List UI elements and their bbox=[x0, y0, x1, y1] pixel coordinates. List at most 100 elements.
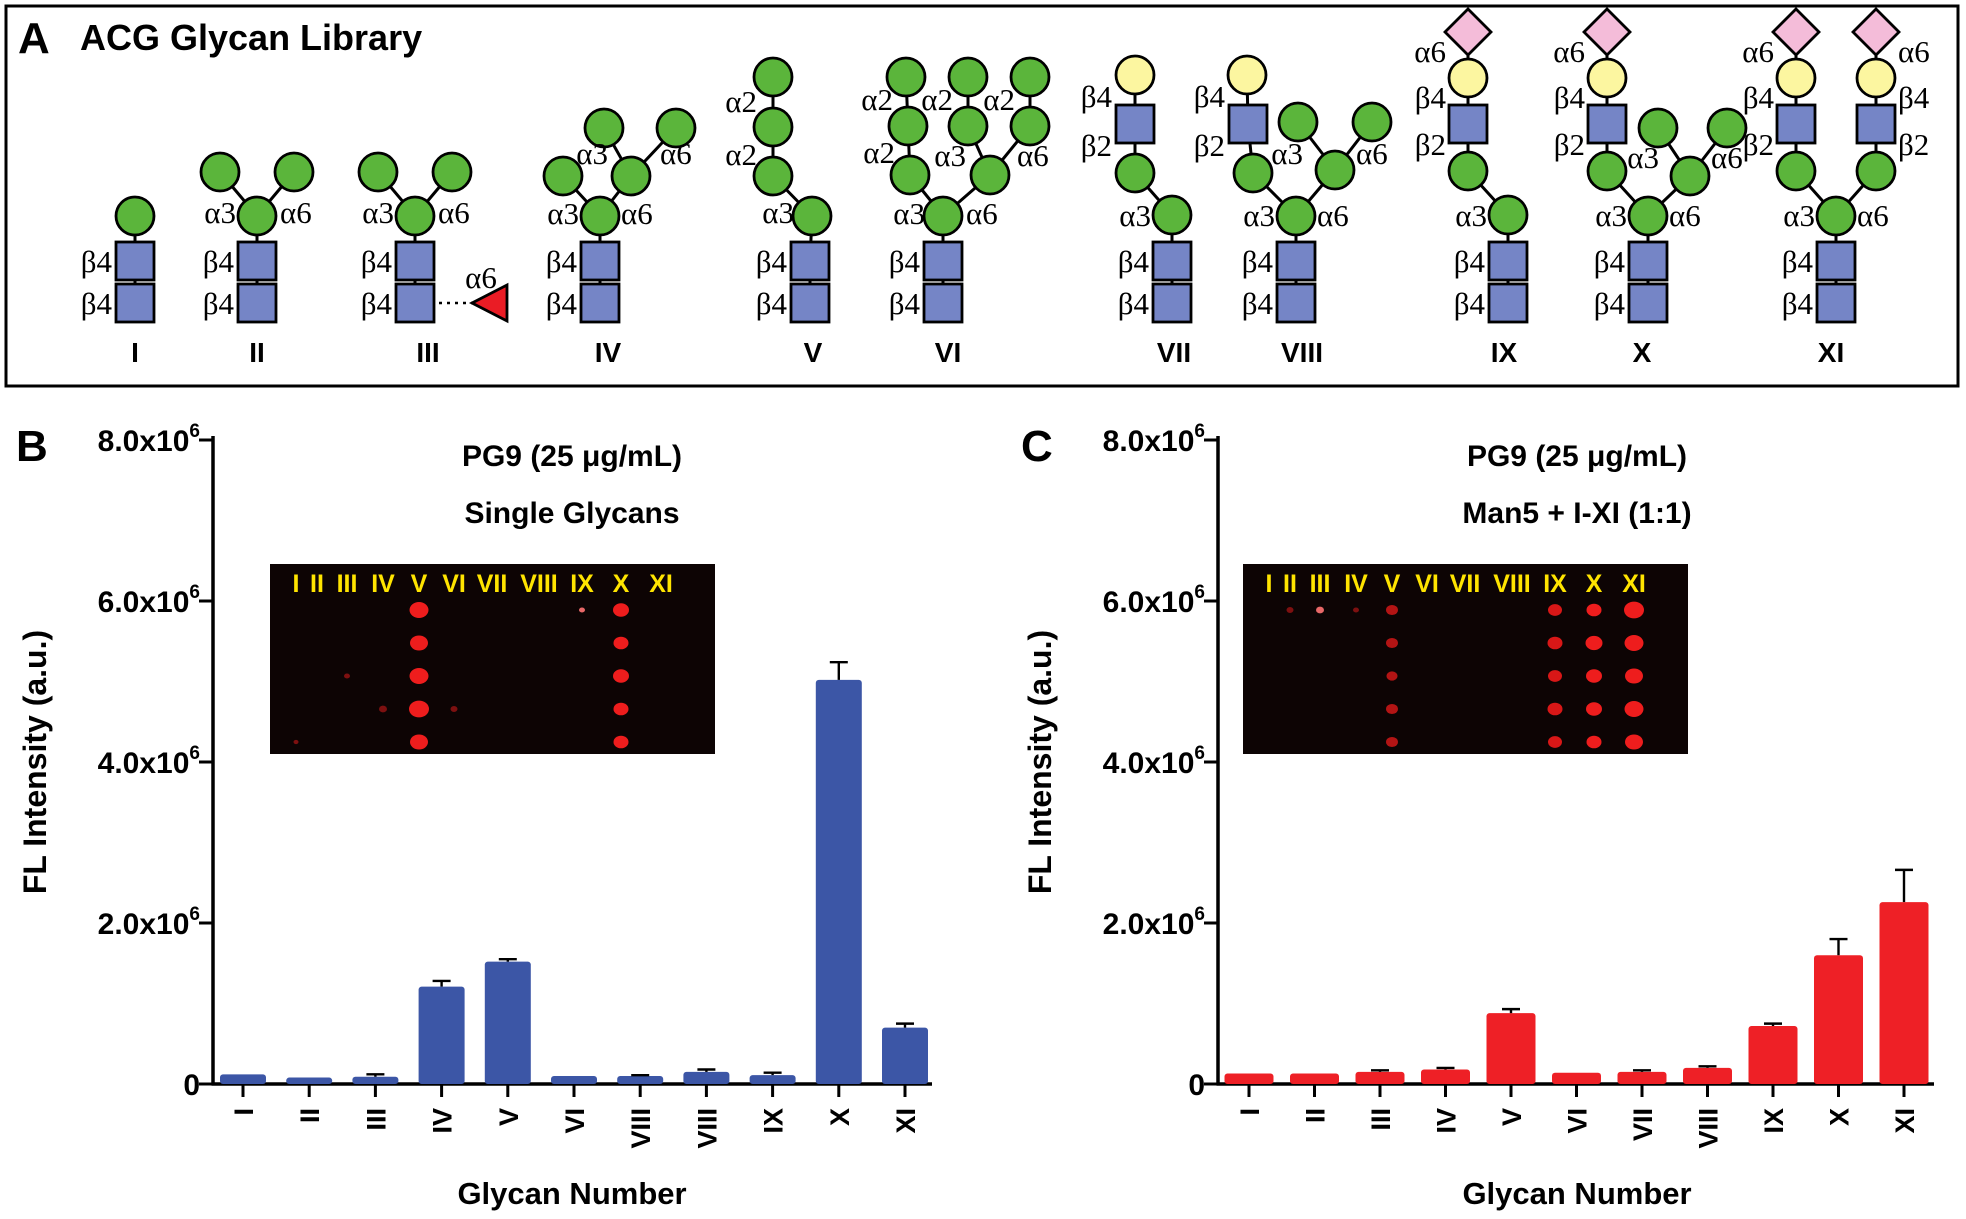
inset-column-label: IV bbox=[371, 570, 395, 598]
linkage-label: α6 bbox=[465, 260, 497, 295]
glcnac-icon bbox=[114, 282, 156, 324]
linkage-label: α6 bbox=[1414, 34, 1446, 69]
linkage-label: α6 bbox=[1317, 198, 1349, 233]
linkage-label: β4 bbox=[1782, 286, 1814, 321]
linkage-label: α6 bbox=[1356, 136, 1388, 171]
bar-X bbox=[815, 679, 862, 1084]
bar-IX bbox=[749, 1075, 796, 1084]
linkage-label: β4 bbox=[1782, 244, 1814, 279]
bar-V bbox=[484, 961, 531, 1084]
glcnac-icon bbox=[1151, 282, 1193, 324]
linkage-label: β4 bbox=[889, 286, 921, 321]
mannose-icon bbox=[1627, 195, 1669, 237]
glcnac-icon bbox=[1586, 103, 1628, 145]
linkage-label: α6 bbox=[1898, 34, 1930, 69]
bar-IX bbox=[1748, 1026, 1798, 1084]
microarray-image bbox=[270, 564, 715, 754]
glycan-numeral: VI bbox=[935, 337, 961, 368]
glcnac-icon bbox=[579, 282, 621, 324]
glcnac-icon bbox=[1227, 103, 1269, 145]
inset-column-label: X bbox=[1586, 570, 1603, 598]
inset-column-label: VI bbox=[1415, 570, 1439, 598]
panel-b-title: PG9 (25 μg/mL) bbox=[461, 440, 683, 473]
x-tick-label: I bbox=[229, 1108, 259, 1116]
microarray-spot bbox=[409, 668, 429, 684]
inset-column-label: XI bbox=[1622, 570, 1646, 598]
x-tick-label: III bbox=[1366, 1108, 1396, 1131]
x-tick-label: VIII bbox=[692, 1108, 722, 1149]
linkage-label: α6 bbox=[966, 196, 998, 231]
linkage-label: α2 bbox=[861, 82, 893, 117]
microarray-spot bbox=[1586, 735, 1602, 749]
inset-column-label: I bbox=[293, 570, 300, 598]
glycan-numeral: II bbox=[249, 337, 265, 368]
bar-X bbox=[1814, 955, 1863, 1084]
mannose-icon bbox=[579, 195, 621, 237]
panel-a-border bbox=[4, 4, 1960, 388]
linkage-label: α6 bbox=[660, 136, 692, 171]
mannose-icon bbox=[1447, 150, 1489, 192]
inset-column-label: XI bbox=[649, 570, 673, 598]
mannose-icon bbox=[610, 155, 652, 197]
panel-c-letter: C bbox=[1021, 422, 1053, 471]
linkage-label: β4 bbox=[1743, 80, 1775, 115]
microarray-spot bbox=[1625, 734, 1643, 750]
bar-XI bbox=[1879, 902, 1929, 1084]
glcnac-icon bbox=[1151, 240, 1193, 282]
inset-column-label: VII bbox=[1450, 570, 1481, 598]
mannose-icon bbox=[394, 195, 436, 237]
mannose-icon bbox=[1815, 195, 1857, 237]
bar-VIII bbox=[683, 1071, 730, 1084]
x-tick-label: VI bbox=[560, 1108, 590, 1134]
sialic-acid-icon bbox=[1851, 7, 1901, 57]
galactose-icon bbox=[1586, 57, 1628, 99]
linkage-label: α6 bbox=[621, 196, 653, 231]
bar-IV bbox=[1421, 1069, 1470, 1084]
linkage-label: α2 bbox=[863, 135, 895, 170]
inset-column-label: VI bbox=[442, 570, 466, 598]
linkage-label: β4 bbox=[1242, 244, 1274, 279]
linkage-label: α6 bbox=[280, 195, 312, 230]
x-tick-label: VIII bbox=[1694, 1108, 1724, 1149]
linkage-label: β4 bbox=[756, 244, 788, 279]
microarray-spot bbox=[409, 700, 429, 718]
mannose-icon bbox=[357, 151, 399, 193]
x-tick-label: III bbox=[361, 1108, 391, 1131]
linkage-label: β4 bbox=[546, 286, 578, 321]
mannose-icon bbox=[655, 107, 697, 149]
microarray-spot bbox=[450, 706, 458, 712]
glcnac-icon bbox=[1487, 282, 1529, 324]
linkage-label: β4 bbox=[1415, 80, 1447, 115]
linkage-label: β4 bbox=[81, 244, 113, 279]
bar-VIII bbox=[617, 1075, 664, 1084]
glcnac-icon bbox=[394, 282, 436, 324]
bar-II bbox=[1290, 1073, 1339, 1084]
linkage-label: β4 bbox=[203, 286, 235, 321]
linkage-label: α3 bbox=[1783, 198, 1815, 233]
x-tick-label: VIII bbox=[626, 1108, 656, 1149]
mannose-icon bbox=[1114, 152, 1156, 194]
linkage-label: α3 bbox=[934, 138, 966, 173]
bar-IV bbox=[418, 986, 465, 1084]
bar-VI bbox=[1552, 1072, 1601, 1084]
mannose-icon bbox=[1487, 194, 1529, 236]
microarray-spot bbox=[1316, 606, 1324, 614]
mannose-icon bbox=[583, 107, 625, 149]
microarray-spot bbox=[1624, 635, 1644, 651]
mannose-icon bbox=[1855, 150, 1897, 192]
microarray-spot bbox=[1386, 736, 1398, 748]
fucose-icon bbox=[468, 282, 509, 324]
glycan-numeral: I bbox=[131, 337, 139, 368]
linkage-label: α2 bbox=[983, 82, 1015, 117]
microarray-spot bbox=[613, 735, 629, 749]
bar-III bbox=[1355, 1071, 1405, 1084]
galactose-icon bbox=[1226, 54, 1268, 96]
y-tick-label: 6.0x106 bbox=[1103, 582, 1205, 619]
x-tick-label: VII bbox=[1628, 1108, 1658, 1141]
inset-column-label: II bbox=[1283, 570, 1297, 598]
linkage-label: β2 bbox=[1415, 127, 1446, 162]
linkage-label: β4 bbox=[1194, 79, 1226, 114]
